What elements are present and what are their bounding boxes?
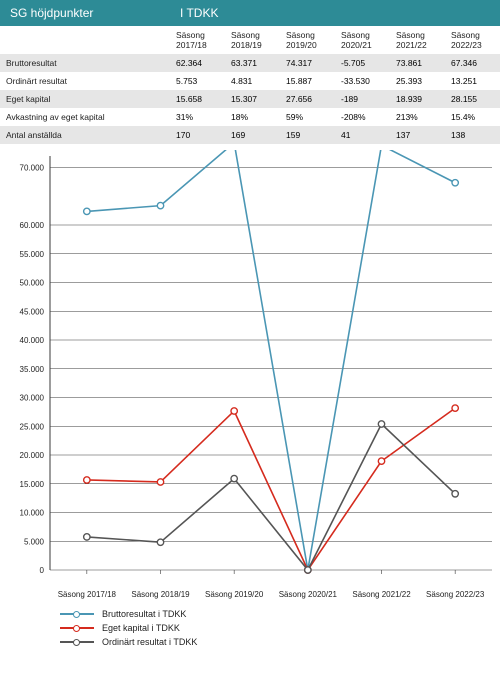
cell-value: 18.939 (390, 90, 445, 108)
cell-value: 169 (225, 126, 280, 144)
x-axis-label: Säsong 2017/18 (50, 590, 124, 599)
cell-value: 15.307 (225, 90, 280, 108)
row-label: Avkastning av eget kapital (0, 108, 170, 126)
table-head: Säsong2017/18Säsong2018/19Säsong2019/20S… (0, 26, 500, 54)
cell-value: 13.251 (445, 72, 500, 90)
row-label: Ordinärt resultat (0, 72, 170, 90)
cell-value: 15.658 (170, 90, 225, 108)
x-axis-labels: Säsong 2017/18Säsong 2018/19Säsong 2019/… (0, 590, 492, 599)
svg-text:25.000: 25.000 (20, 422, 45, 431)
col-season: Säsong2022/23 (445, 26, 500, 54)
cell-value: 59% (280, 108, 335, 126)
table-row: Eget kapital15.65815.30727.656-18918.939… (0, 90, 500, 108)
cell-value: 67.346 (445, 54, 500, 72)
legend-item: Eget kapital i TDKK (60, 623, 500, 633)
col-season: Säsong2020/21 (335, 26, 390, 54)
cell-value: 159 (280, 126, 335, 144)
col-season: Säsong2018/19 (225, 26, 280, 54)
svg-text:35.000: 35.000 (20, 365, 45, 374)
cell-value: 5.753 (170, 72, 225, 90)
legend-label: Bruttoresultat i TDKK (102, 609, 186, 619)
svg-text:40.000: 40.000 (20, 336, 45, 345)
cell-value: 31% (170, 108, 225, 126)
cell-value: 15.4% (445, 108, 500, 126)
cell-value: 170 (170, 126, 225, 144)
table-row: Avkastning av eget kapital31%18%59%-208%… (0, 108, 500, 126)
data-table: Säsong2017/18Säsong2018/19Säsong2019/20S… (0, 26, 500, 144)
row-label: Antal anställda (0, 126, 170, 144)
cell-value: 137 (390, 126, 445, 144)
svg-text:15.000: 15.000 (20, 480, 45, 489)
line-chart-svg: 0 5.000 10.000 15.000 20.000 25.000 30.000 35.0… (0, 150, 500, 590)
cell-value: 18% (225, 108, 280, 126)
svg-text:0: 0 (40, 566, 45, 575)
cell-value: 138 (445, 126, 500, 144)
cell-value: 25.393 (390, 72, 445, 90)
cell-value: -5.705 (335, 54, 390, 72)
cell-value: 73.861 (390, 54, 445, 72)
legend-item: Bruttoresultat i TDKK (60, 609, 500, 619)
svg-text:10.000: 10.000 (20, 509, 45, 518)
cell-value: 41 (335, 126, 390, 144)
legend-label: Ordinärt resultat i TDKK (102, 637, 197, 647)
cell-value: 27.656 (280, 90, 335, 108)
svg-text:20.000: 20.000 (20, 451, 45, 460)
x-axis-label: Säsong 2021/22 (345, 590, 419, 599)
cell-value: 63.371 (225, 54, 280, 72)
svg-text:55.000: 55.000 (20, 250, 45, 259)
svg-text:5.000: 5.000 (24, 537, 45, 546)
header-title-right: I TDKK (180, 6, 490, 20)
header-title-left: SG höjdpunkter (10, 6, 180, 20)
col-season: Säsong2019/20 (280, 26, 335, 54)
cell-value: 15.887 (280, 72, 335, 90)
col-label (0, 26, 170, 54)
cell-value: -33.530 (335, 72, 390, 90)
svg-text:70.000: 70.000 (20, 164, 45, 173)
table-body: Bruttoresultat62.36463.37174.317-5.70573… (0, 54, 500, 144)
row-label: Eget kapital (0, 90, 170, 108)
legend-item: Ordinärt resultat i TDKK (60, 637, 500, 647)
header-bar: SG höjdpunkter I TDKK (0, 0, 500, 26)
cell-value: 62.364 (170, 54, 225, 72)
cell-value: 74.317 (280, 54, 335, 72)
col-season: Säsong2017/18 (170, 26, 225, 54)
svg-text:45.000: 45.000 (20, 307, 45, 316)
svg-text:30.000: 30.000 (20, 394, 45, 403)
table-row: Ordinärt resultat5.7534.83115.887-33.530… (0, 72, 500, 90)
table-row: Bruttoresultat62.36463.37174.317-5.70573… (0, 54, 500, 72)
cell-value: -189 (335, 90, 390, 108)
col-season: Säsong2021/22 (390, 26, 445, 54)
chart-legend: Bruttoresultat i TDKK Eget kapital i TDKK… (60, 609, 500, 647)
row-label: Bruttoresultat (0, 54, 170, 72)
cell-value: 4.831 (225, 72, 280, 90)
x-axis-label: Säsong 2020/21 (271, 590, 345, 599)
x-axis-label: Säsong 2018/19 (124, 590, 198, 599)
x-axis-label: Säsong 2019/20 (197, 590, 271, 599)
legend-label: Eget kapital i TDKK (102, 623, 180, 633)
x-axis-label: Säsong 2022/23 (418, 590, 492, 599)
cell-value: -208% (335, 108, 390, 126)
svg-text:60.000: 60.000 (20, 221, 45, 230)
table-row: Antal anställda17016915941137138 (0, 126, 500, 144)
chart-area: 0 5.000 10.000 15.000 20.000 25.000 30.000 35.0… (0, 150, 500, 630)
cell-value: 28.155 (445, 90, 500, 108)
svg-text:50.000: 50.000 (20, 279, 45, 288)
cell-value: 213% (390, 108, 445, 126)
